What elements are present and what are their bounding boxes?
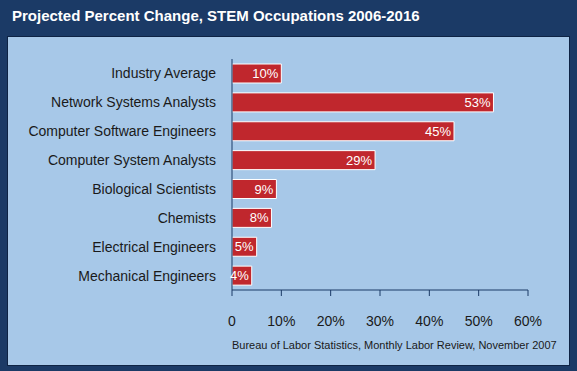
svg-text:10%: 10% [267, 313, 295, 329]
svg-text:29%: 29% [346, 153, 372, 168]
svg-text:60%: 60% [514, 313, 542, 329]
svg-text:Biological Scientists: Biological Scientists [92, 181, 216, 197]
svg-text:10%: 10% [252, 66, 278, 81]
svg-text:8%: 8% [250, 210, 269, 225]
svg-text:Industry Average: Industry Average [111, 65, 216, 81]
svg-text:4%: 4% [230, 268, 249, 283]
svg-text:Electrical Engineers: Electrical Engineers [92, 239, 216, 255]
svg-text:5%: 5% [235, 239, 254, 254]
svg-text:30%: 30% [366, 313, 394, 329]
svg-text:Computer Software Engineers: Computer Software Engineers [28, 123, 216, 139]
svg-text:Network Systems Analysts: Network Systems Analysts [51, 94, 216, 110]
svg-text:0: 0 [228, 313, 236, 329]
svg-text:20%: 20% [317, 313, 345, 329]
svg-text:45%: 45% [425, 124, 451, 139]
svg-text:40%: 40% [415, 313, 443, 329]
svg-text:Computer System Analysts: Computer System Analysts [48, 152, 216, 168]
svg-text:Chemists: Chemists [158, 210, 216, 226]
html-text:Bureau of Labor Statistics, Mo: Bureau of Labor Statistics, Monthly Labo… [232, 339, 557, 351]
html-text:Projected Percent Change, STEM: Projected Percent Change, STEM Occupatio… [12, 7, 420, 24]
svg-text:53%: 53% [464, 95, 490, 110]
svg-text:Mechanical Engineers: Mechanical Engineers [78, 268, 216, 284]
svg-text:50%: 50% [465, 313, 493, 329]
svg-text:9%: 9% [255, 182, 274, 197]
